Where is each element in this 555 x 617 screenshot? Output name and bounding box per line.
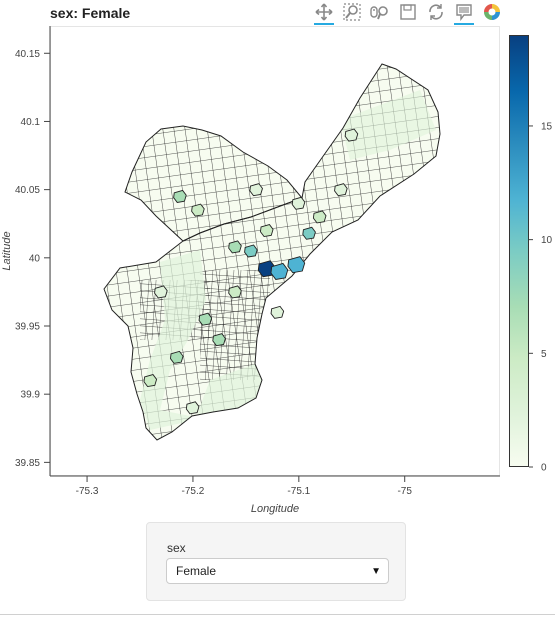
hover-icon (456, 4, 472, 21)
hover-tool[interactable] (452, 0, 476, 25)
sex-select-value: Female (176, 564, 217, 578)
tract (169, 350, 184, 364)
y-axis-label: Latitude (1, 231, 13, 270)
y-tick-label: 40.05 (15, 185, 40, 196)
reset-icon (429, 4, 443, 20)
colorbar-tick-label: 15 (541, 121, 553, 132)
y-tick-label: 40 (29, 253, 41, 264)
bokeh-logo[interactable] (480, 0, 504, 24)
save-tool[interactable] (396, 0, 420, 24)
x-tick-label: -75 (397, 486, 412, 497)
wheel-zoom-tool[interactable] (368, 0, 392, 24)
y-tick-label: 39.9 (21, 390, 41, 401)
map-canvas[interactable]: -75.3 -75.2 -75.1 -75 39.85 39.9 39.95 40 40.05… (0, 0, 555, 520)
save-icon (400, 4, 416, 20)
x-ticks: -75.3 -75.2 -75.1 -75 (76, 476, 412, 497)
sex-select-label: sex (167, 541, 186, 555)
colorbar-tick-label: 5 (541, 349, 547, 360)
y-tick-label: 39.95 (15, 322, 40, 333)
colorbar-tick-label: 0 (541, 463, 547, 474)
y-tick-label: 40.15 (15, 49, 40, 60)
plot-title: sex: Female (50, 5, 131, 21)
x-tick-label: -75.3 (76, 486, 99, 497)
y-tick-label: 40.1 (21, 117, 41, 128)
tract (173, 189, 187, 203)
tract (198, 312, 213, 326)
tract (259, 224, 274, 238)
tract (228, 240, 242, 254)
tract (191, 203, 205, 217)
tract (302, 226, 316, 240)
pan-icon (315, 3, 333, 21)
reset-tool[interactable] (424, 0, 448, 24)
y-tick-label: 39.85 (15, 458, 40, 469)
tract (291, 196, 306, 210)
tract (228, 285, 242, 299)
colorbar-tick-label: 10 (541, 235, 553, 246)
tract (344, 128, 359, 142)
tract (212, 333, 226, 347)
x-tick-label: -75.2 (182, 486, 205, 497)
tract (287, 256, 306, 274)
caret-down-icon: ▼ (371, 566, 381, 577)
tract (249, 183, 263, 197)
x-axis-label: Longitude (251, 503, 299, 515)
box-zoom-tool[interactable] (340, 0, 364, 24)
y-ticks: 39.85 39.9 39.95 40 40.05 40.1 40.15 (15, 49, 50, 469)
tract (334, 183, 348, 197)
x-tick-label: -75.1 (287, 486, 310, 497)
colorbar (509, 35, 529, 467)
plot-toolbar (312, 0, 508, 25)
colorbar-ticks: 0 5 10 15 (529, 121, 553, 474)
tract (154, 285, 168, 299)
wheel-zoom-icon (370, 6, 388, 20)
tract (270, 305, 285, 319)
tract (244, 244, 258, 258)
tract (185, 401, 200, 415)
sex-select[interactable]: Female ▼ (166, 558, 389, 584)
sex-select-widget: sex Female ▼ (146, 522, 406, 601)
box-zoom-icon (343, 3, 361, 21)
tract (312, 210, 327, 224)
tract (270, 262, 289, 280)
pan-tool[interactable] (312, 0, 336, 25)
tract (143, 374, 158, 388)
highlighted-tracts (143, 128, 359, 415)
bokeh-logo-icon (484, 4, 500, 20)
page-divider (0, 614, 555, 615)
city-map (103, 63, 441, 441)
